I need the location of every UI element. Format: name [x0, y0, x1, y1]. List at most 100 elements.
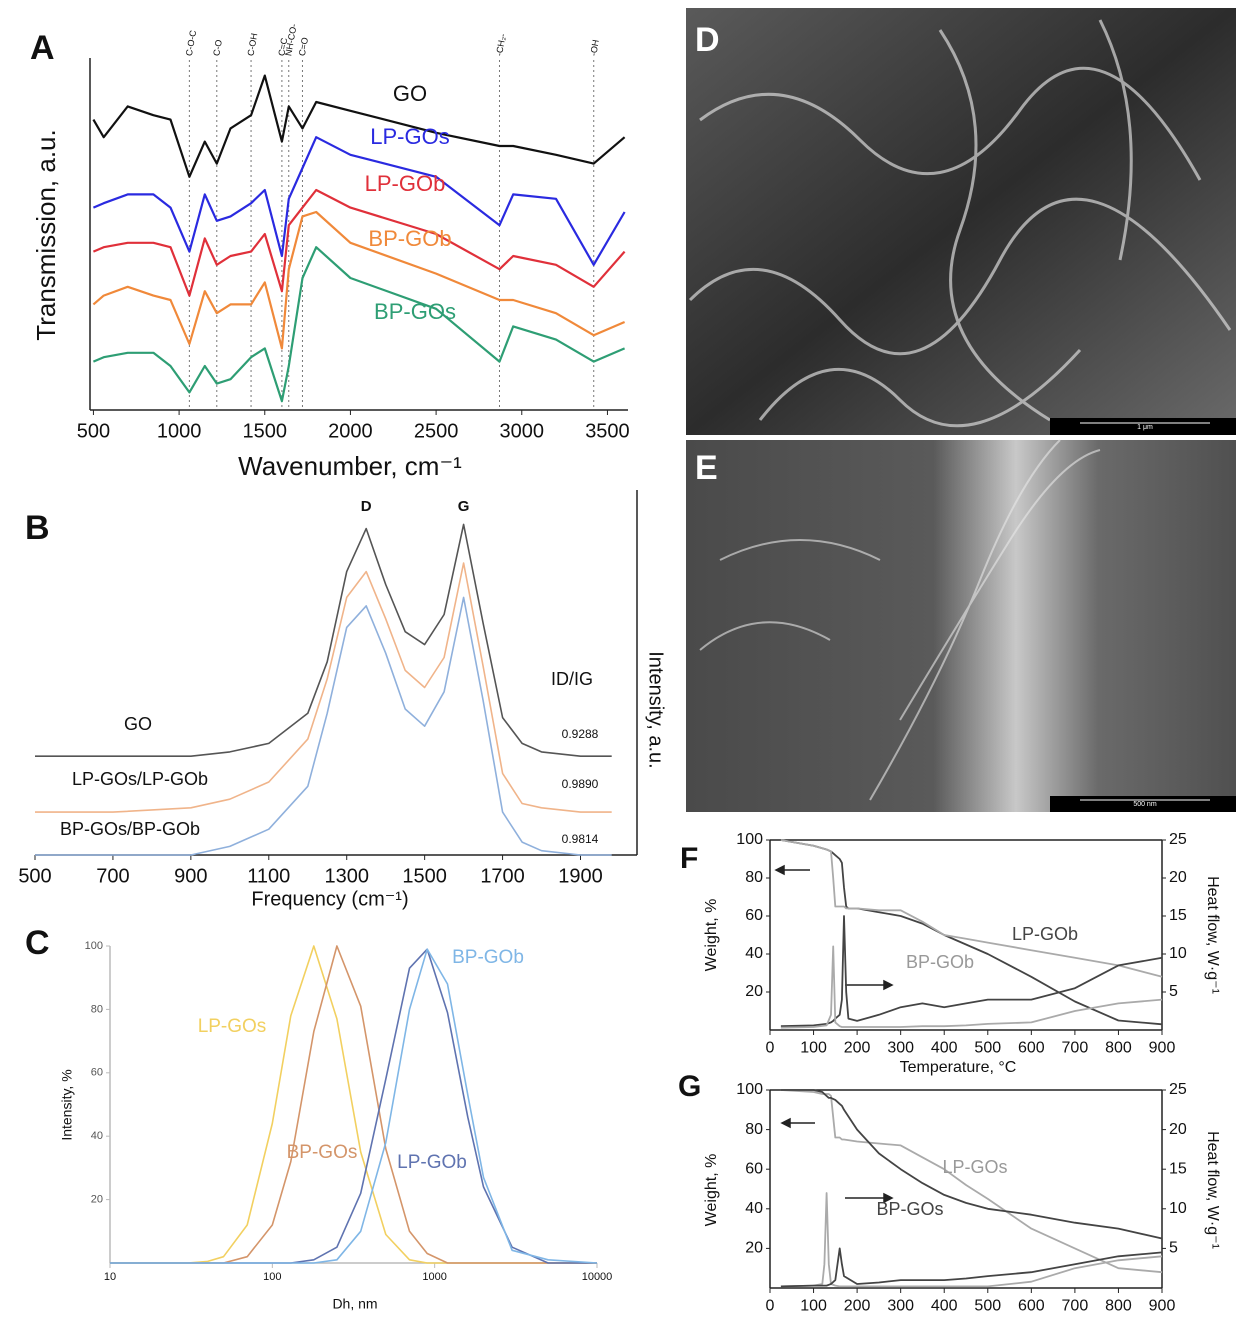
band-label: NH-CO- — [283, 23, 298, 57]
series-line — [35, 523, 612, 757]
band-label: C-O-C — [184, 29, 198, 57]
y2-tick-label: 15 — [1169, 907, 1187, 924]
x-tick-label: 900 — [1149, 1298, 1176, 1315]
y-axis-label: Weight, % — [703, 899, 720, 972]
y-axis-label: Weight, % — [703, 1154, 720, 1227]
series-line — [92, 136, 626, 266]
x-tick-label: 200 — [844, 1298, 871, 1315]
series-line — [110, 948, 597, 1264]
series-label: LP-GOs/LP-GOb — [72, 769, 208, 789]
panel-C: C 10 100 1000 10000 20 40 60 80 100 Dh, nm Intensit… — [25, 924, 612, 1312]
panel-G: G 0 100 200 300 400 500 600 700 800 900 20 40 60 80 100… — [678, 1070, 1221, 1315]
x-tick-label: 10 — [104, 1271, 116, 1283]
x-axis-label: Temperature, °C — [900, 1059, 1017, 1076]
y-axis-label: Intensity, % — [59, 1069, 75, 1140]
band-label: C-OH — [246, 32, 260, 56]
x-tick-label: 1300 — [324, 865, 369, 887]
series-label: BP-GOb — [906, 952, 974, 972]
band-label: C=C — [276, 37, 289, 57]
x-tick-label: 2500 — [414, 420, 459, 442]
y-tick-label: 60 — [745, 1160, 763, 1177]
x-tick-label: 900 — [174, 865, 207, 887]
band-label: -OH — [588, 39, 601, 57]
series-line — [110, 945, 597, 1264]
series-line — [92, 74, 626, 178]
ratio-label: 0.9814 — [562, 832, 599, 846]
x-tick-label: 200 — [844, 1040, 871, 1057]
series-line — [780, 1089, 1163, 1274]
x-axis-label: Dh, nm — [332, 1296, 377, 1312]
peak-label: D — [361, 498, 372, 515]
x-tick-label: 700 — [1062, 1298, 1089, 1315]
series-line — [35, 596, 612, 856]
y-tick-label: 20 — [745, 1240, 763, 1257]
series-line — [92, 188, 626, 297]
panel-letter: B — [25, 509, 50, 547]
y-tick-label: 100 — [85, 940, 103, 952]
sem-image-e — [686, 439, 1236, 812]
x-axis-label: Frequency (cm⁻¹) — [251, 888, 408, 910]
x-tick-label: 700 — [96, 865, 129, 887]
band-label: C=O — [297, 37, 310, 57]
y-tick-label: 20 — [745, 983, 763, 1000]
x-tick-label: 1700 — [480, 865, 525, 887]
x-tick-label: 0 — [766, 1040, 775, 1057]
series-line — [780, 1089, 1163, 1240]
ratio-label: 0.9890 — [562, 777, 599, 791]
arrow-head — [780, 1117, 791, 1129]
y-tick-label: 100 — [736, 1081, 763, 1098]
y-tick-label: 40 — [745, 945, 763, 962]
panel-letter: C — [25, 924, 50, 962]
series-label: LP-GOb — [397, 1152, 467, 1173]
scale-bar-label: 1 μm — [1137, 424, 1153, 431]
x-tick-label: 1000 — [422, 1271, 446, 1283]
x-tick-label: 500 — [77, 420, 110, 442]
x-tick-label: 1500 — [402, 865, 447, 887]
panel-letter: G — [678, 1070, 701, 1103]
y2-tick-label: 10 — [1169, 945, 1187, 962]
series-label: LP-GOs — [370, 124, 449, 149]
band-label: -CH₂- — [494, 33, 508, 57]
series-label: LP-GOs — [942, 1157, 1007, 1177]
y-tick-label: 40 — [745, 1200, 763, 1217]
x-tick-label: 800 — [1105, 1040, 1132, 1057]
y-tick-label: 40 — [91, 1130, 103, 1142]
x-tick-label: 700 — [1062, 1040, 1089, 1057]
x-tick-label: 400 — [931, 1298, 958, 1315]
y2-tick-label: 15 — [1169, 1160, 1187, 1177]
series-line — [780, 1192, 1163, 1288]
x-tick-label: 100 — [800, 1040, 827, 1057]
arrow-head — [883, 979, 894, 991]
y-tick-label: 20 — [91, 1194, 103, 1206]
series-line — [780, 839, 1163, 978]
panel-B: B 500 700 900 1100 1300 1500 1700 1900 Frequency … — [18, 490, 667, 910]
ratio-header: ID/IG — [551, 669, 593, 689]
panel-letter: F — [680, 842, 698, 875]
y2-tick-label: 25 — [1169, 1081, 1187, 1098]
panel-letter: D — [695, 21, 720, 59]
x-tick-label: 0 — [766, 1298, 775, 1315]
x-tick-label: 10000 — [582, 1271, 613, 1283]
texture — [688, 19, 1232, 428]
series-label: LP-GOb — [1012, 924, 1078, 944]
x-tick-label: 1900 — [558, 865, 603, 887]
arrow-head — [883, 1192, 894, 1204]
x-tick-label: 100 — [263, 1271, 281, 1283]
arrow-head — [774, 864, 785, 876]
series-label: BP-GOs — [876, 1199, 943, 1219]
y-axis-label: Intensity, a.u. — [645, 651, 667, 768]
x-tick-label: 500 — [974, 1040, 1001, 1057]
x-tick-label: 500 — [18, 865, 51, 887]
series-line — [92, 246, 626, 403]
band-label: C-O — [211, 39, 224, 57]
y2-tick-label: 10 — [1169, 1200, 1187, 1217]
series-label: GO — [124, 714, 152, 734]
series-label: LP-GOs — [198, 1016, 267, 1037]
series-label: BP-GOb — [368, 226, 451, 251]
series-line — [110, 948, 598, 1264]
ratio-label: 0.9288 — [562, 727, 599, 741]
y-tick-label: 60 — [745, 907, 763, 924]
panel-A: A 500 1000 1500 2000 2500 3000 3500 Wavenumber, … — [30, 23, 630, 481]
texture — [699, 439, 1101, 801]
series-line — [92, 210, 626, 350]
